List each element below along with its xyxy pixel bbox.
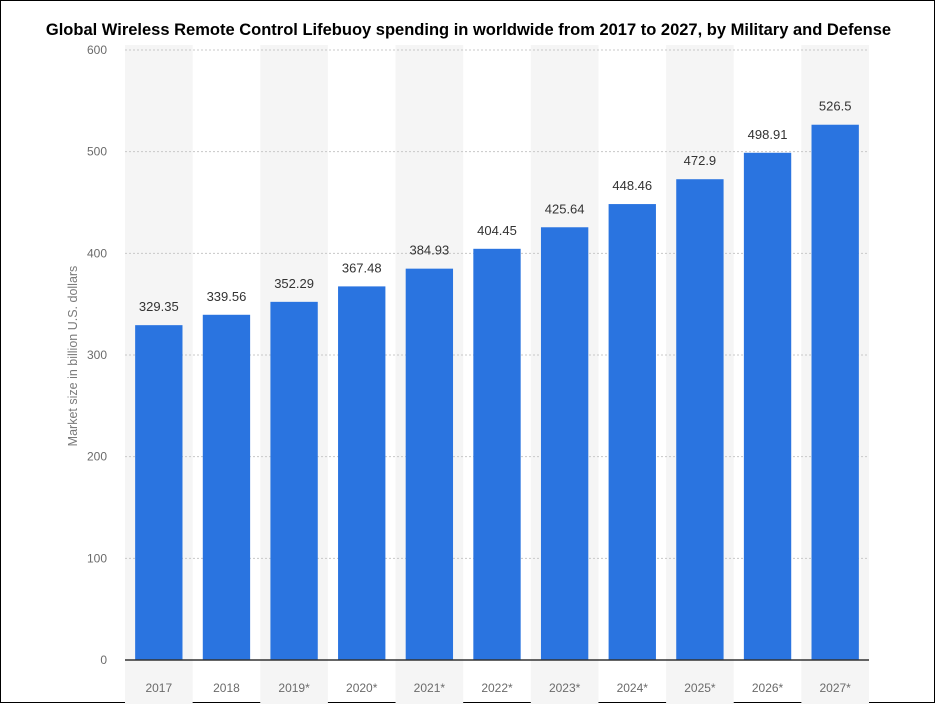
value-label-2025*: 472.9: [684, 153, 717, 168]
y-tick-0: 0: [100, 653, 107, 667]
x-tick-2021*: 2021*: [414, 681, 446, 695]
y-tick-300: 300: [87, 348, 107, 362]
value-label-2024*: 448.46: [612, 178, 652, 193]
x-tick-2025*: 2025*: [684, 681, 716, 695]
x-tick-labels: 2017 2018 2019* 2020* 2021* 2022* 2023* 2024* 20…: [145, 681, 851, 695]
x-tick-2018: 2018: [213, 681, 240, 695]
y-tick-100: 100: [87, 551, 107, 565]
value-labels: 329.35 339.56 352.29 367.48 384.93 404.45 425.…: [139, 99, 852, 314]
bar-2023*: [540, 227, 589, 661]
value-label-2026*: 498.91: [748, 127, 788, 142]
value-label-2019*: 352.29: [274, 276, 314, 291]
x-tick-2019*: 2019*: [278, 681, 310, 695]
chart-title: Global Wireless Remote Control Lifebuoy …: [45, 21, 892, 39]
bar-2022*: [473, 248, 521, 660]
x-tick-2027*: 2027*: [819, 681, 851, 695]
y-axis-label: Market size in billion U.S. dollars: [66, 266, 80, 447]
value-label-2018: 339.56: [207, 289, 247, 304]
y-tick-200: 200: [87, 450, 107, 464]
bar-2017: [135, 325, 183, 660]
bar-2025*: [676, 179, 724, 661]
value-label-2023*: 425.64: [545, 201, 585, 216]
bar-2024*: [608, 204, 656, 660]
bar-2021*: [405, 268, 454, 660]
bar-2026*: [743, 152, 792, 660]
y-tick-labels: 0 100 200 300 400 500 600: [87, 43, 107, 667]
bar-2018: [202, 314, 251, 660]
bar-2020*: [338, 286, 386, 660]
y-tick-400: 400: [87, 246, 107, 260]
x-tick-2023*: 2023*: [549, 681, 581, 695]
value-label-2022*: 404.45: [477, 223, 517, 238]
bar-2019*: [270, 301, 318, 660]
value-label-2020*: 367.48: [342, 260, 382, 275]
x-tick-2020*: 2020*: [346, 681, 378, 695]
y-tick-500: 500: [87, 145, 107, 159]
x-tick-2024*: 2024*: [617, 681, 649, 695]
value-label-2021*: 384.93: [409, 243, 449, 258]
x-tick-2022*: 2022*: [481, 681, 513, 695]
y-tick-600: 600: [87, 43, 107, 57]
value-label-2017: 329.35: [139, 299, 179, 314]
x-tick-2026*: 2026*: [752, 681, 784, 695]
value-label-2027*: 526.5: [819, 99, 852, 114]
x-tick-2017: 2017: [145, 681, 172, 695]
bars: [135, 124, 859, 661]
bar-2027*: [811, 124, 859, 661]
